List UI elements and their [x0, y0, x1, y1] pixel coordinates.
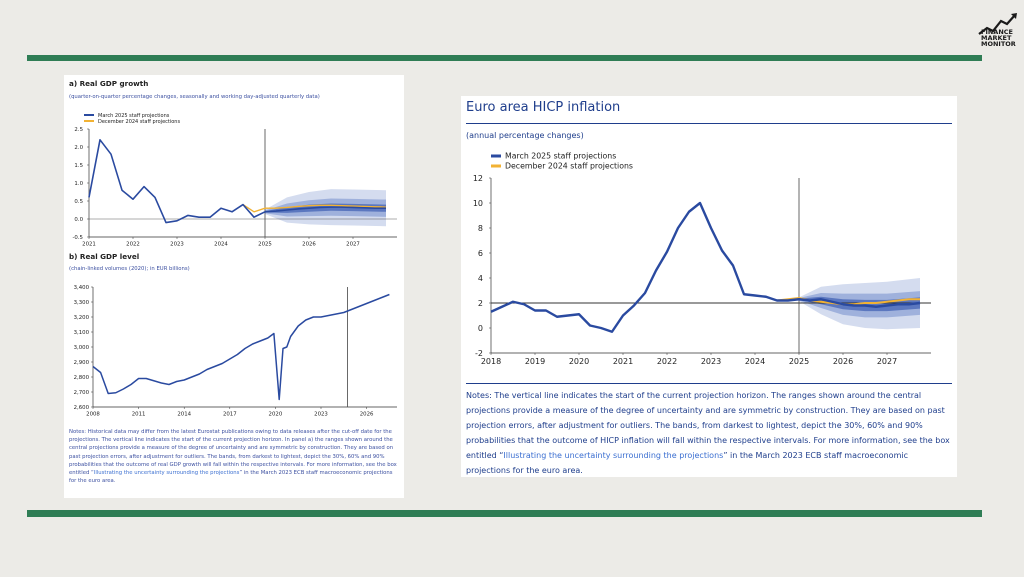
hicp-notes-suffix: ” in the March 2023 ECB staff macroecono…	[466, 451, 908, 475]
series-line-march	[88, 138, 386, 224]
y-tick-label: 2	[478, 299, 483, 308]
bottom-divider-bar	[27, 510, 982, 517]
x-tick-label: 2024	[214, 241, 228, 247]
logo-line3: MONITOR	[981, 40, 1016, 48]
gdp-growth-title: a) Real GDP growth	[69, 79, 149, 88]
y-tick-label: 8	[478, 224, 483, 233]
gdp-notes-link[interactable]: Illustrating the uncertainty surrounding…	[93, 470, 240, 477]
hicp-subtitle: (annual percentage changes)	[466, 131, 584, 140]
y-tick-label: 1.0	[74, 181, 83, 187]
hicp-notes-link[interactable]: Illustrating the uncertainty surrounding…	[503, 451, 724, 460]
y-tick-label: 3,300	[74, 300, 90, 306]
x-tick-label: 2022	[657, 357, 677, 366]
y-tick-label: 0	[478, 324, 483, 333]
x-tick-label: 2027	[877, 357, 897, 366]
y-tick-label: 3,100	[74, 330, 90, 336]
x-tick-label: 2026	[360, 411, 374, 417]
legend-label-march: March 2025 staff projections	[505, 152, 616, 161]
x-tick-label: 2023	[170, 241, 184, 247]
legend-label-december: December 2024 staff projections	[98, 119, 180, 125]
x-tick-label: 2023	[701, 357, 721, 366]
gdp-notes-suffix: ” in the March 2023 ECB staff macroecono…	[69, 470, 393, 485]
x-tick-label: 2027	[346, 241, 360, 247]
hicp-title-rule	[466, 123, 952, 124]
legend-label-december: December 2024 staff projections	[505, 162, 633, 171]
y-tick-label: 4	[478, 274, 483, 283]
x-tick-label: 2025	[258, 241, 272, 247]
x-tick-label: 2025	[789, 357, 809, 366]
gdp-level-subtitle: (chain-linked volumes (2020); in EUR bil…	[69, 266, 190, 272]
gdp-notes: Notes: Historical data may differ from t…	[69, 428, 399, 485]
x-tick-label: 2024	[745, 357, 765, 366]
x-tick-label: 2019	[525, 357, 545, 366]
x-tick-label: 2020	[569, 357, 589, 366]
logo-line1: FINANCE	[981, 28, 1013, 36]
y-tick-label: 2,700	[74, 390, 90, 396]
y-tick-label: 2,600	[74, 405, 90, 411]
logo-trend-icon	[978, 14, 1016, 35]
y-tick-label: 1.5	[74, 163, 83, 169]
y-tick-label: 3,400	[74, 285, 90, 291]
x-tick-label: 2014	[177, 411, 191, 417]
y-tick-label: 2.5	[74, 127, 83, 133]
y-tick-label: -0.5	[72, 235, 83, 241]
x-tick-label: 2023	[314, 411, 328, 417]
finance-market-monitor-logo: FINANCE MARKET MONITOR	[978, 13, 1017, 48]
series-line-december	[242, 204, 387, 213]
y-tick-label: 2,900	[74, 360, 90, 366]
y-tick-label: 3,200	[74, 315, 90, 321]
hicp-notes-text: Notes: The vertical line indicates the s…	[466, 391, 950, 460]
y-tick-label: 12	[473, 174, 483, 183]
y-tick-label: 0.5	[74, 199, 83, 205]
gdp-level-title: b) Real GDP level	[69, 252, 140, 261]
gdp-growth-subtitle: (quarter-on-quarter percentage changes, …	[69, 94, 320, 100]
x-tick-label: 2026	[833, 357, 853, 366]
series-line-march	[92, 293, 390, 401]
gdp-notes-text: Notes: Historical data may differ from t…	[69, 429, 397, 477]
y-tick-label: 0.0	[74, 217, 83, 223]
x-tick-label: 2018	[481, 357, 501, 366]
series-line-march	[490, 201, 921, 333]
x-tick-label: 2020	[269, 411, 283, 417]
x-tick-label: 2022	[126, 241, 140, 247]
hicp-notes-rule	[466, 383, 952, 384]
y-tick-label: 2,800	[74, 375, 90, 381]
gdp-panel: a) Real GDP growth (quarter-on-quarter p…	[64, 75, 404, 498]
y-tick-label: 2.0	[74, 145, 83, 151]
x-tick-label: 2008	[86, 411, 100, 417]
y-tick-label: 6	[478, 249, 483, 258]
logo-line2: MARKET	[981, 34, 1012, 42]
gdp-level-chart: 3,400 3,300 3,200 3,100 3,000 2,900 2,800 2,700…	[74, 285, 397, 417]
y-tick-label: 3,000	[74, 345, 90, 351]
x-tick-label: 2026	[302, 241, 316, 247]
y-tick-label: -2	[475, 349, 483, 358]
top-divider-bar	[27, 55, 982, 61]
x-tick-label: 2021	[613, 357, 633, 366]
hicp-title: Euro area HICP inflation	[466, 100, 621, 115]
y-tick-label: 10	[473, 199, 483, 208]
hicp-panel: Euro area HICP inflation (annual percent…	[461, 96, 957, 477]
legend-label-march: March 2025 staff projections	[98, 113, 170, 119]
x-tick-label: 2021	[82, 241, 96, 247]
x-tick-label: 2011	[132, 411, 146, 417]
x-tick-label: 2017	[223, 411, 237, 417]
hicp-notes: Notes: The vertical line indicates the s…	[466, 388, 952, 478]
logo-arrow-icon	[1011, 13, 1017, 19]
